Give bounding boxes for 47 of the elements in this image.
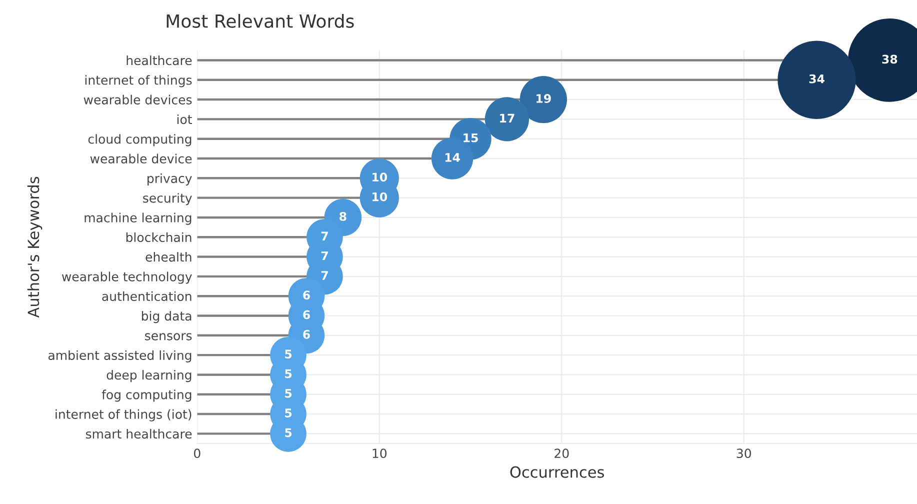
data-label: 8 bbox=[340, 212, 346, 221]
y-tick-label: ehealth bbox=[146, 252, 192, 262]
data-label: 6 bbox=[303, 310, 310, 320]
data-label: 5 bbox=[285, 369, 292, 378]
y-tick-label: iot bbox=[177, 114, 192, 124]
x-tick-label: 10 bbox=[372, 448, 387, 458]
data-label: 5 bbox=[285, 389, 292, 398]
data-label: 5 bbox=[285, 350, 292, 358]
data-label: 6 bbox=[303, 290, 310, 300]
y-tick-label: wearable device bbox=[90, 154, 192, 164]
y-tick-label: privacy bbox=[148, 173, 192, 186]
y-tick-label: big data bbox=[142, 311, 192, 324]
data-label: 5 bbox=[285, 428, 292, 438]
y-tick-label: wearable technology bbox=[62, 272, 192, 284]
y-tick-label: blockchain bbox=[126, 232, 192, 242]
x-tick-label: 30 bbox=[736, 448, 751, 458]
y-tick-label: authentication bbox=[102, 291, 192, 302]
y-tick-label: internet of things (iot) bbox=[56, 409, 192, 422]
data-label: 7 bbox=[321, 251, 328, 260]
data-label: 10 bbox=[372, 192, 388, 202]
data-label: 5 bbox=[285, 408, 292, 418]
data-label: 7 bbox=[321, 232, 328, 240]
data-label: 38 bbox=[882, 54, 898, 64]
y-tick-label: ambient assisted living bbox=[48, 350, 192, 362]
y-tick-label: security bbox=[143, 193, 192, 206]
y-tick-label: machine learning bbox=[84, 212, 192, 225]
y-tick-label: sensors bbox=[145, 333, 192, 340]
x-axis-title: Occurrences bbox=[510, 466, 604, 478]
chart-title: Most Relevant Words bbox=[166, 14, 354, 28]
data-label: 15 bbox=[464, 134, 478, 142]
data-label: 17 bbox=[500, 114, 514, 122]
y-tick-label: cloud computing bbox=[88, 134, 192, 146]
y-tick-label: deep learning bbox=[106, 370, 192, 382]
data-label: 7 bbox=[321, 271, 328, 280]
x-tick-label: 0 bbox=[194, 448, 200, 458]
y-tick-label: fog computing bbox=[102, 390, 192, 402]
y-tick-label: smart healthcare bbox=[86, 428, 192, 439]
data-label: 14 bbox=[445, 153, 460, 162]
data-label: 10 bbox=[372, 172, 388, 182]
y-tick-label: internet of things bbox=[85, 75, 192, 88]
data-label: 34 bbox=[809, 74, 824, 84]
y-tick-label: wearable devices bbox=[84, 94, 192, 104]
x-tick-label: 20 bbox=[554, 448, 569, 458]
data-label: 19 bbox=[536, 94, 551, 103]
y-axis-title: Author's Keywords bbox=[27, 176, 42, 318]
data-label: 6 bbox=[303, 330, 310, 339]
y-tick-label: healthcare bbox=[126, 55, 192, 66]
